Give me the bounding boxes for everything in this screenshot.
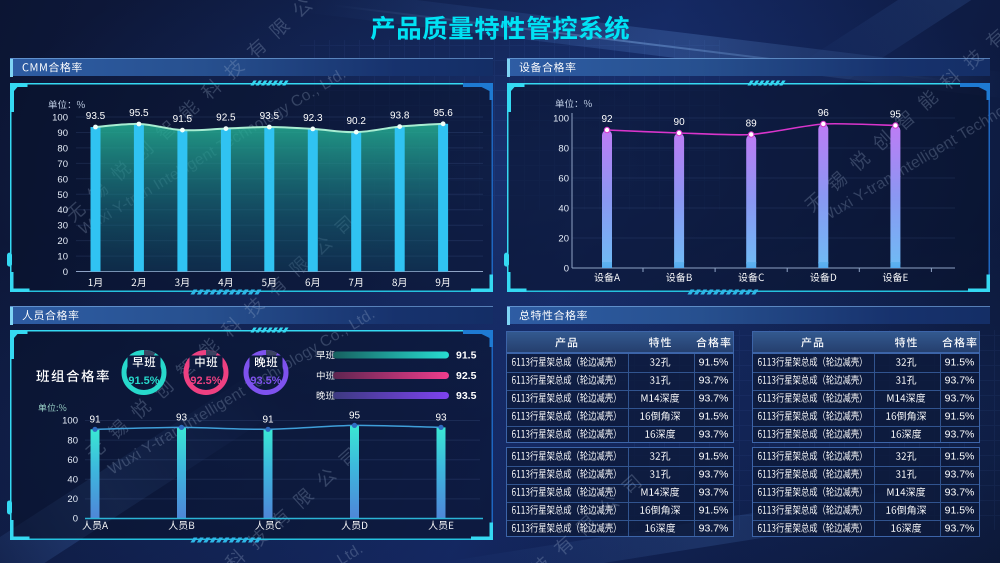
svg-text:Wuxi Y-tran Intelligent Techno: Wuxi Y-tran Intelligent Technology Co., … — [93, 540, 366, 563]
